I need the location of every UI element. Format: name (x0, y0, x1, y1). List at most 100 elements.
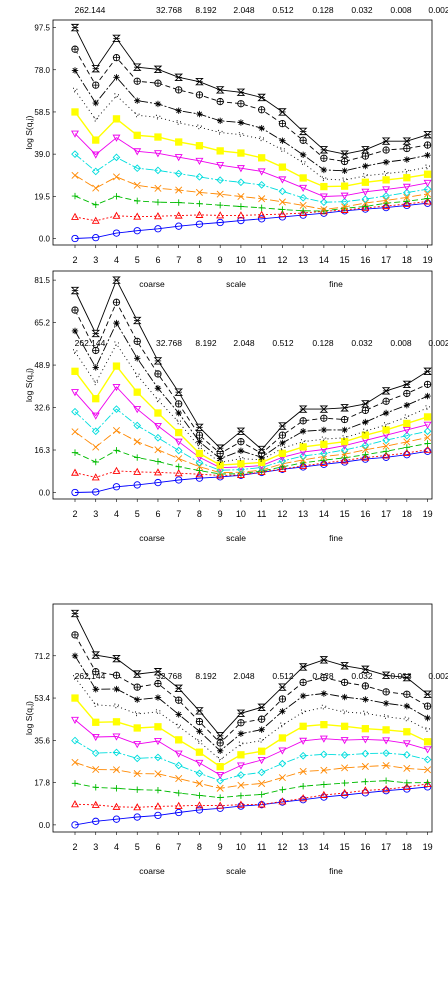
data-point (154, 446, 162, 454)
x-tick-label: 6 (155, 509, 160, 519)
data-point (215, 732, 225, 740)
data-point (361, 665, 370, 673)
data-point (71, 130, 79, 138)
x-tick-label: 11 (257, 509, 266, 519)
data-point (423, 779, 432, 788)
data-point (237, 178, 245, 187)
series-line (74, 343, 428, 463)
data-point (403, 779, 411, 787)
data-point (342, 709, 347, 715)
series-1 (71, 447, 432, 497)
data-point (402, 448, 411, 456)
series-line (74, 322, 428, 460)
series-line (74, 719, 428, 776)
data-point (301, 709, 306, 715)
data-point (134, 97, 141, 104)
series-line (74, 786, 428, 826)
data-point (154, 166, 162, 175)
data-point (340, 192, 349, 200)
data-point (196, 467, 203, 474)
data-point (133, 803, 142, 811)
data-point (133, 406, 142, 414)
x-tick-label: 17 (381, 509, 391, 519)
x-tick-label: 9 (218, 255, 223, 265)
x-tick-label: 4 (114, 842, 119, 852)
data-point-cross (299, 679, 307, 686)
data-point (424, 440, 431, 447)
data-point (71, 428, 79, 436)
data-point (175, 736, 183, 744)
data-point (92, 201, 99, 208)
x-tick-label: 8 (197, 509, 202, 519)
x-tick-label: 4 (114, 509, 119, 519)
data-point-cross (71, 306, 79, 314)
data-point (402, 426, 411, 435)
data-point (403, 174, 411, 182)
data-point (257, 703, 266, 711)
data-point-cross (320, 155, 328, 162)
data-point (424, 195, 431, 202)
data-point (174, 469, 183, 477)
data-point (362, 418, 369, 426)
y-tick-label: 53.4 (34, 694, 50, 703)
data-point-cross (71, 46, 79, 53)
data-point (258, 791, 265, 798)
data-point (321, 176, 327, 182)
data-point (341, 764, 349, 772)
data-point (403, 764, 411, 772)
series-10 (71, 45, 432, 166)
data-point (195, 806, 204, 814)
y-axis-label: log S(q,j) (24, 368, 34, 402)
data-point (174, 801, 183, 809)
data-point (361, 725, 370, 733)
data-point (258, 726, 265, 733)
data-point (384, 714, 389, 719)
data-point (340, 456, 349, 464)
data-point (423, 185, 432, 194)
data-point (425, 164, 430, 170)
data-point (258, 154, 266, 162)
x-tick-label: 7 (176, 842, 181, 852)
data-point (134, 197, 141, 205)
data-point-cross (258, 106, 265, 113)
x-tick-label: 15 (340, 255, 350, 265)
data-point (237, 193, 245, 201)
top-tick-label: 0.032 (351, 5, 373, 15)
data-point (381, 671, 391, 679)
data-point (216, 763, 224, 771)
top-tick-label: 0.008 (390, 671, 412, 681)
data-point (319, 193, 328, 201)
data-point (195, 449, 204, 458)
top-tick-label: 32.768 (156, 671, 182, 681)
x-tick-label: 16 (360, 255, 370, 265)
data-point (403, 750, 411, 759)
data-point (341, 205, 348, 212)
data-point (92, 233, 100, 242)
data-point (278, 449, 287, 458)
data-point (218, 129, 223, 135)
x-tick-label: 3 (93, 509, 98, 519)
data-point (92, 99, 99, 107)
data-point-cross (113, 54, 120, 61)
data-point (175, 409, 182, 417)
data-point (299, 184, 308, 193)
data-point (153, 212, 162, 220)
data-point (423, 427, 432, 436)
y-tick-label: 39.0 (34, 150, 50, 159)
data-point (362, 696, 369, 703)
x-tick-label: 14 (319, 842, 329, 852)
data-point (382, 777, 390, 784)
data-point-cross (175, 86, 182, 94)
x-tick-label: 9 (218, 842, 223, 852)
data-point (91, 733, 100, 742)
top-tick-label: 0.002 (428, 5, 448, 15)
data-point-cross (134, 683, 141, 691)
series-line (74, 386, 428, 469)
data-point (279, 463, 286, 471)
data-point-cross (175, 696, 182, 704)
data-point (216, 461, 224, 469)
data-point (195, 474, 204, 482)
data-point (404, 414, 410, 420)
data-point (382, 787, 390, 795)
data-point (238, 132, 244, 137)
